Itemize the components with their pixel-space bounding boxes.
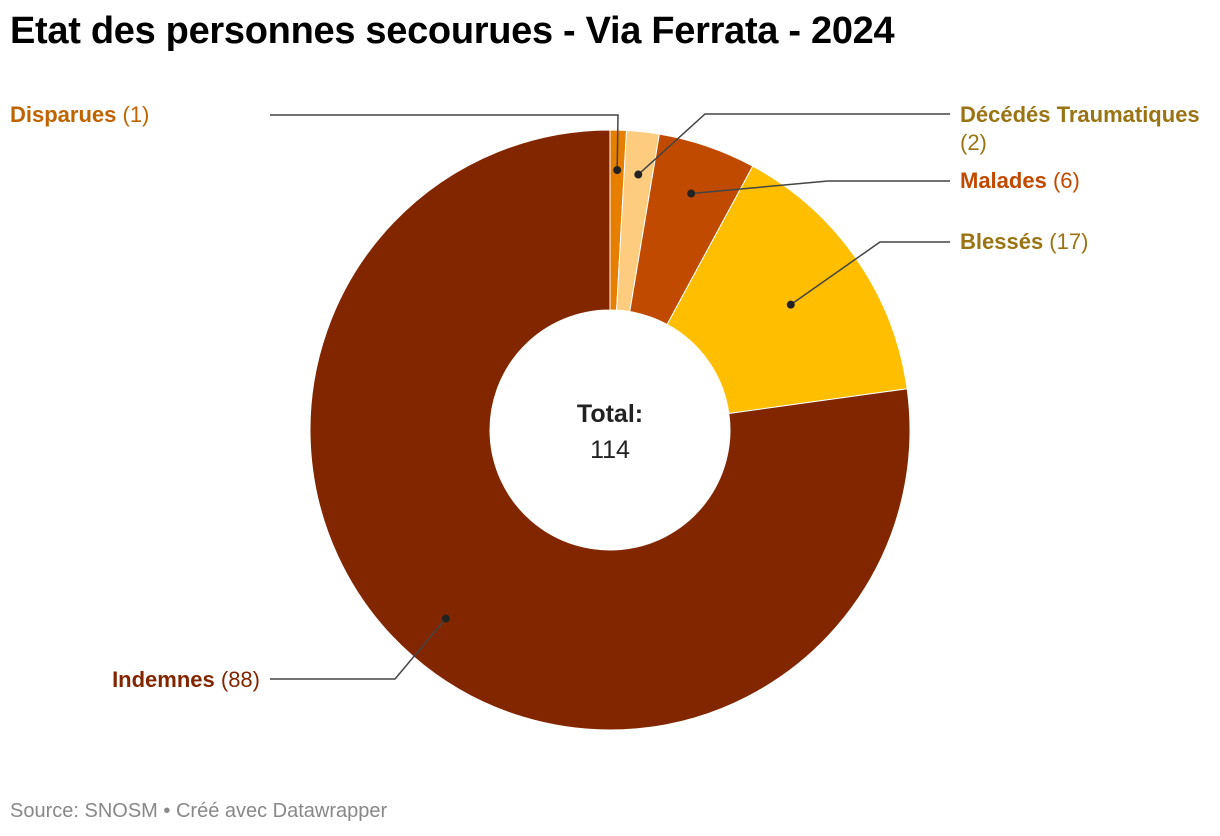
leader-dot-decedes-traumatiques [634, 170, 643, 179]
leader-line-indemnes [270, 618, 447, 680]
footer-separator: • [163, 800, 171, 822]
leader-dot-blesses [786, 300, 795, 309]
footer: Source: SNOSM • Créé avec Datawrapper [10, 800, 387, 823]
slice-label-name: Disparues [10, 102, 123, 127]
slice-label-name: Indemnes [112, 667, 221, 692]
leader-line-decedes-traumatiques [637, 113, 950, 176]
slice-labels: Disparues (1) Décédés Traumatiques (2) Mala… [10, 102, 1200, 692]
leader-dot-disparues [613, 166, 622, 175]
donut-slices [309, 129, 911, 731]
slice-indemnes [309, 129, 911, 731]
slice-label-malades: Malades (6) [960, 168, 1080, 193]
leader-dot-indemnes [441, 614, 450, 623]
slice-label-indemnes: Indemnes (88) [112, 667, 260, 692]
leader-line-malades [691, 180, 950, 195]
slice-label-blesses: Blessés (17) [960, 229, 1088, 254]
leader-line-blesses [790, 241, 950, 306]
center-total-label: Total: [577, 400, 643, 428]
slice-label-decedes-traumatiques: Décédés Traumatiques (2) [960, 102, 1200, 155]
slice-label-name: Malades [960, 168, 1053, 193]
slice-label-value: (17) [1049, 229, 1088, 254]
leader-line-disparues [270, 114, 619, 171]
slice-blesses [666, 165, 908, 415]
slice-label-value: (2) [960, 130, 987, 155]
slice-label-name: Décédés Traumatiques [960, 102, 1200, 127]
chart-title: Etat des personnes secourues - Via Ferra… [10, 10, 895, 52]
footer-credit: Créé avec Datawrapper [175, 800, 388, 822]
leader-lines [270, 113, 950, 680]
slice-label-name: Blessés [960, 229, 1049, 254]
slice-label-disparues: Disparues (1) [10, 102, 149, 127]
slice-label-value: (1) [123, 102, 150, 127]
footer-source: Source: SNOSM [10, 800, 158, 822]
leader-dot-malades [687, 189, 696, 198]
center-total-value: 114 [590, 436, 630, 464]
slice-label-value: (6) [1053, 168, 1080, 193]
slice-label-value: (88) [221, 667, 260, 692]
